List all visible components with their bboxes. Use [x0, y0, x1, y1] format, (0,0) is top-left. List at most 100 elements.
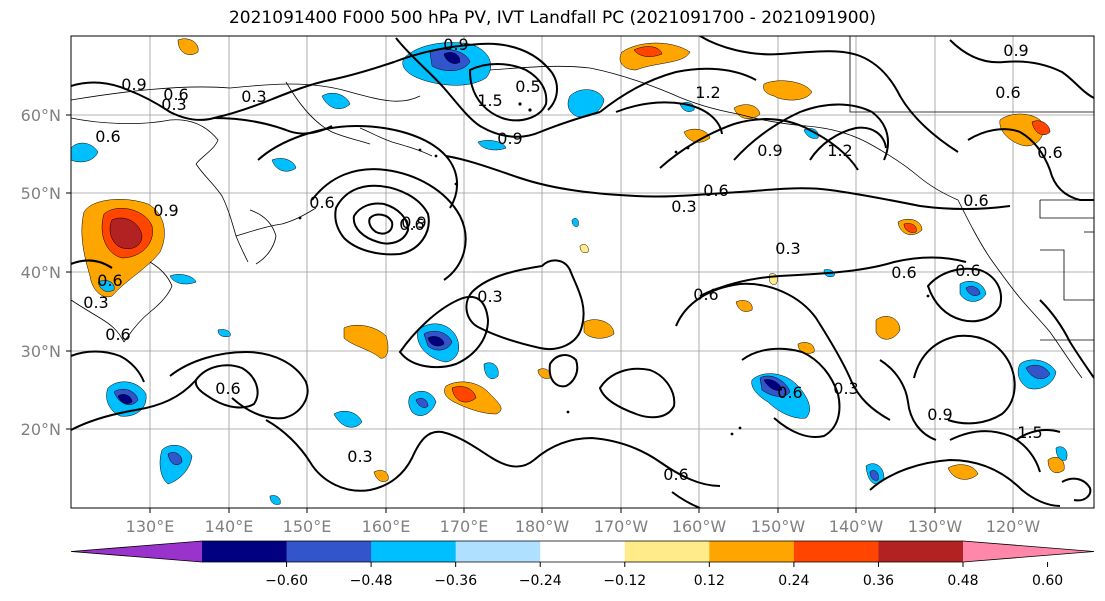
contour-label: 0.9 — [121, 75, 146, 94]
contour-label: 0.9 — [153, 201, 178, 220]
anomaly-blob-negative — [321, 93, 351, 109]
contour-line — [311, 168, 467, 281]
coastline — [737, 113, 959, 201]
contour-line — [741, 347, 841, 438]
anomaly-blob-positive — [763, 80, 813, 101]
lon-label: 150°W — [751, 517, 806, 536]
contour-label: 0.6 — [963, 191, 988, 210]
anomaly-blob-positive — [537, 368, 551, 379]
colorbar-segment — [709, 541, 795, 562]
anomaly-blob-positive — [769, 273, 778, 285]
anomaly-blob-positive — [633, 46, 663, 57]
contour-line — [699, 256, 967, 297]
contour-label: 1.5 — [477, 91, 502, 110]
anomaly-blob-positive — [1031, 120, 1051, 135]
anomaly-blob-negative — [271, 158, 297, 172]
contour-line — [598, 367, 676, 419]
contour-label: 0.3 — [671, 197, 696, 216]
anomaly-blob-negative — [427, 336, 445, 347]
lat-label: 20°N — [21, 420, 61, 439]
pv-contours — [71, 36, 1094, 508]
lon-label: 160°E — [362, 517, 411, 536]
anomaly-blob-positive — [875, 316, 901, 340]
anomaly-blob-positive — [579, 244, 589, 253]
colorbar-segment — [455, 541, 541, 562]
coastline — [71, 83, 421, 102]
coastline — [1040, 249, 1094, 301]
coastlines — [71, 36, 1094, 379]
colorbar-segment — [878, 541, 964, 562]
contour-line — [334, 184, 430, 256]
contour-label: 0.9 — [1003, 41, 1028, 60]
anomaly-blob-positive — [451, 386, 477, 403]
anomaly-blob-negative — [483, 362, 499, 379]
anomaly-blob-positive — [683, 128, 711, 143]
anomaly-blob-negative — [71, 142, 99, 163]
contour-label: 0.5 — [515, 77, 540, 96]
colorbar-tick-label: 0.48 — [947, 573, 978, 589]
colorbar-segment — [286, 541, 372, 562]
contour-label: 0.9 — [443, 35, 468, 54]
colorbar-tick-label: −0.24 — [519, 573, 562, 589]
lon-label: 180°W — [515, 517, 570, 536]
anomaly-blob-negative — [763, 379, 783, 391]
anomaly-blob-positive — [947, 464, 979, 480]
colorbar-segment — [793, 541, 879, 562]
contour-line — [869, 458, 1061, 507]
contour-line — [1039, 299, 1094, 379]
contour-line — [445, 155, 1011, 210]
contour-line — [71, 350, 145, 383]
contour-line — [671, 491, 701, 508]
contour-label: 0.6 — [693, 285, 718, 304]
contour-line — [257, 124, 458, 209]
contour-line — [615, 101, 723, 135]
contour-line — [967, 128, 1094, 201]
contour-label: 0.3 — [775, 239, 800, 258]
coastline — [123, 261, 173, 343]
coastline — [71, 117, 219, 165]
map-title: 2021091400 F000 500 hPa PV, IVT Landfall… — [228, 8, 876, 28]
contour-line — [265, 419, 535, 492]
contour-label: 0.9 — [927, 405, 952, 424]
contour-label: 0.3 — [833, 379, 858, 398]
contour-line — [465, 259, 585, 350]
contour-label: 0.6 — [215, 379, 240, 398]
lon-label: 160°W — [672, 517, 727, 536]
lon-label: 170°E — [440, 517, 489, 536]
contour-label: 0.3 — [161, 95, 186, 114]
colorbar-extend-right — [963, 541, 1094, 562]
anomaly-blob-positive — [373, 470, 389, 482]
contour-label: 0.3 — [477, 287, 502, 306]
colorbar-extend-left — [71, 541, 202, 562]
coastline — [195, 163, 249, 263]
contour-line — [879, 359, 937, 441]
contour-line — [368, 213, 394, 235]
colorbar: −0.60 −0.48 −0.36 −0.24 −0.12 0.12 0.24 0.36 0.4… — [70, 540, 1095, 589]
coastline — [359, 127, 433, 157]
colorbar-tick-label: −0.12 — [603, 573, 646, 589]
anomaly-blob-positive — [1047, 457, 1065, 473]
anomaly-blob-negative — [1055, 446, 1068, 461]
contour-label: 1.2 — [827, 141, 852, 160]
coastline — [71, 299, 125, 343]
contour-line — [194, 364, 259, 409]
coastline — [489, 65, 739, 115]
anomaly-blob-positive — [797, 342, 815, 354]
contour-label: 0.3 — [83, 293, 108, 312]
contour-label: 0.6 — [309, 193, 334, 212]
contour-label: 0.6 — [663, 465, 688, 484]
colorbar-tick-label: 0.12 — [694, 573, 725, 589]
contour-label: 0.3 — [347, 447, 372, 466]
contour-line — [699, 36, 959, 153]
contour-line — [533, 436, 721, 487]
contour-line — [71, 379, 197, 431]
colorbar-tick-label: −0.48 — [350, 573, 393, 589]
contour-line — [809, 126, 887, 161]
longitude-labels: 130°E 140°E 150°E 160°E 170°E 180°W 170°W 160°W… — [126, 517, 1041, 536]
contour-line — [1061, 477, 1092, 502]
contour-line — [913, 334, 1016, 425]
anomaly-blob-positive — [177, 38, 199, 55]
contour-label: 0.3 — [241, 87, 266, 106]
colorbar-segment — [624, 541, 710, 562]
contour-label: 0.6 — [955, 261, 980, 280]
